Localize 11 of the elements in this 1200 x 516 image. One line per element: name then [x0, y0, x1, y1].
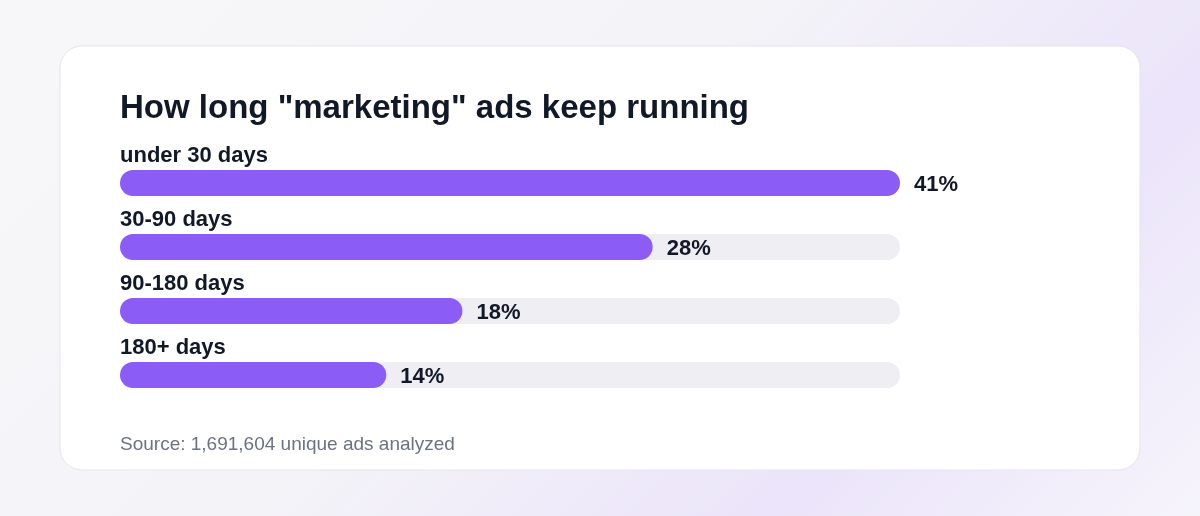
- chart-title: How long "marketing" ads keep running: [120, 88, 750, 125]
- data-label: 41%: [914, 171, 959, 196]
- bar: [120, 170, 900, 196]
- y-tick-label: 90-180 days: [120, 270, 245, 295]
- source-note: Source: 1,691,604 unique ads analyzed: [120, 433, 455, 454]
- y-tick-label: under 30 days: [120, 142, 268, 167]
- data-label: 18%: [476, 299, 521, 324]
- y-tick-label: 30-90 days: [120, 206, 233, 231]
- data-label: 28%: [666, 235, 711, 260]
- data-label: 14%: [400, 363, 445, 388]
- y-tick-label: 180+ days: [120, 334, 226, 359]
